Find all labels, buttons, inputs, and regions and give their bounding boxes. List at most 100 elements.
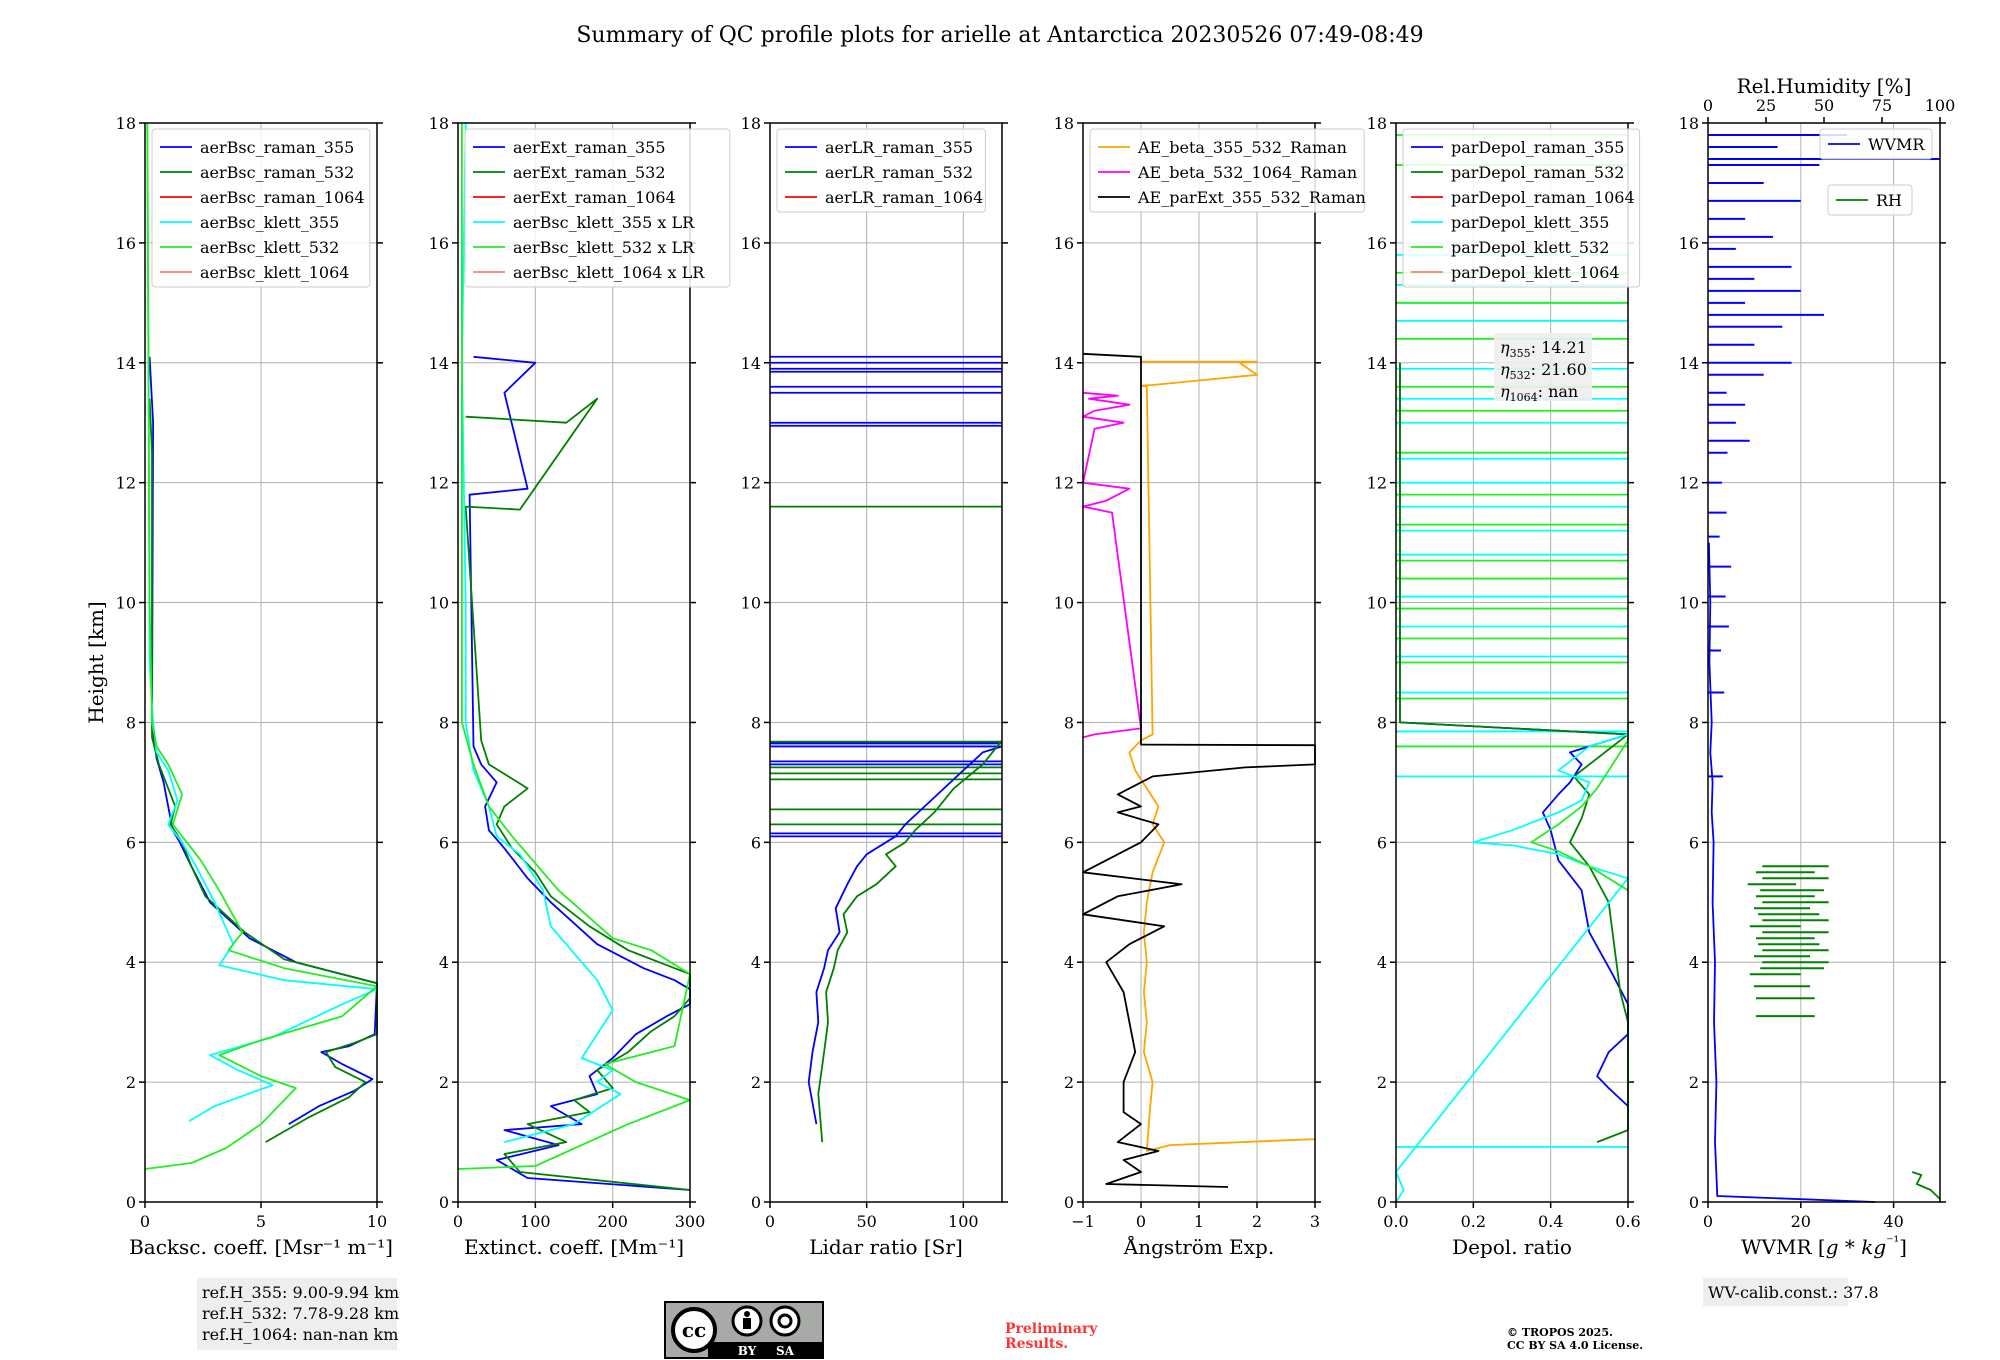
legend-label: parDepol_klett_355: [1451, 213, 1609, 232]
y-tick-label: 18: [429, 114, 449, 133]
y-tick-label: 16: [429, 234, 449, 253]
panel-5: 0 2 4 6 8 10 12 14 16 18 0.0 0.2 0.4 0.6 Depol. ratio p…: [1367, 114, 1641, 1259]
y-tick-label: 4: [439, 953, 449, 972]
legend-label: aerExt_raman_532: [513, 163, 666, 182]
series-aerBsc_klett_532 x LR: [457, 123, 691, 1170]
legend-label: aerExt_raman_355: [513, 138, 666, 157]
ref-line-355: ref.H_355: 9.00-9.94 km: [202, 1283, 399, 1302]
figure-title: Summary of QC profile plots for arielle …: [576, 23, 1423, 48]
legend-label: aerBsc_klett_355: [200, 213, 339, 232]
x-tick-label: 0: [1136, 1212, 1146, 1231]
y-tick-label: 6: [126, 833, 136, 852]
legend-label: aerBsc_raman_355: [200, 138, 354, 157]
y-tick-label: 6: [1064, 833, 1074, 852]
legend-label: parDepol_klett_532: [1451, 238, 1609, 257]
y-tick-label: 18: [1679, 114, 1699, 133]
y-tick-label: 18: [116, 114, 136, 133]
top-x-tick-label: 100: [1925, 96, 1956, 115]
axes-frame: [1395, 122, 1629, 1203]
eta-annotation-line: η532: 21.60: [1500, 360, 1587, 382]
top-axis-label: Rel.Humidity [%]: [1737, 74, 1912, 98]
series-aerBsc_klett_532: [144, 122, 378, 1170]
y-tick-label: 6: [1689, 833, 1699, 852]
y-tick-label: 14: [741, 354, 761, 373]
legend-box: [1402, 128, 1641, 288]
y-tick-label: 4: [1064, 953, 1074, 972]
top-x-tick-label: 50: [1814, 96, 1834, 115]
legend-box-wvmr: [1819, 128, 1933, 160]
x-tick-label: 0: [765, 1212, 775, 1231]
y-tick-label: 6: [439, 833, 449, 852]
cc-license-badge: cc BY SA: [664, 1301, 824, 1359]
ref-line-1064: ref.H_1064: nan-nan km: [202, 1325, 398, 1344]
series-parDepol_klett_532: [1530, 722, 1629, 892]
y-tick-label: 8: [439, 713, 449, 732]
legend-label: aerBsc_klett_532 x LR: [513, 238, 695, 257]
y-tick-label: 4: [1689, 953, 1699, 972]
legend-label: aerBsc_klett_355 x LR: [513, 213, 695, 232]
y-tick-label: 10: [1367, 594, 1387, 613]
y-axis-label: Height [km]: [84, 601, 108, 723]
legend-label: parDepol_klett_1064: [1451, 263, 1620, 282]
wv-calibration-box: WV-calib.const.: 37.8: [1703, 1278, 1879, 1306]
x-tick-label: 100: [520, 1212, 551, 1231]
y-tick-label: 12: [429, 474, 449, 493]
y-tick-label: 14: [1679, 354, 1699, 373]
preliminary-line-1: Preliminary: [1005, 1321, 1098, 1337]
legend-label: aerLR_raman_355: [825, 138, 973, 157]
y-tick-label: 4: [751, 953, 761, 972]
y-tick-label: 16: [1679, 234, 1699, 253]
legend-label: aerLR_raman_532: [825, 163, 973, 182]
legend-label: aerExt_raman_1064: [513, 188, 676, 207]
y-tick-label: 4: [1377, 953, 1387, 972]
series-aerBsc_raman_532: [148, 398, 378, 1143]
share-alike-icon: [769, 1305, 801, 1337]
eta-annotation-line: η1064: nan: [1500, 382, 1578, 404]
top-x-tick-label: 0: [1703, 96, 1713, 115]
legend-box-rh: [1827, 184, 1913, 216]
x-tick-label: −1: [1071, 1212, 1095, 1231]
series-WVMR: [1708, 542, 1876, 1203]
y-tick-label: 14: [1054, 354, 1074, 373]
x-tick-label: 0: [1703, 1212, 1713, 1231]
legend-box: [1089, 128, 1365, 213]
panel-3: 0 2 4 6 8 10 12 14 16 18 0 50 100 Lidar ratio [Sr] aer…: [741, 114, 1008, 1259]
legend-label: AE_beta_355_532_Raman: [1137, 138, 1347, 157]
panel-2: 0 2 4 6 8 10 12 14 16 18 0 100 200 300 Extinct. coeff.…: [429, 114, 731, 1259]
legend-label: parDepol_raman_1064: [1451, 188, 1635, 207]
y-tick-label: 12: [1367, 474, 1387, 493]
legend-box: [151, 128, 371, 288]
y-tick-label: 6: [751, 833, 761, 852]
series-AE_beta_355_532_Raman: [1128, 360, 1316, 1152]
y-tick-label: 18: [1054, 114, 1074, 133]
series-aerLR_raman_355: [807, 745, 1003, 1125]
y-tick-label: 14: [116, 354, 136, 373]
y-tick-label: 8: [751, 713, 761, 732]
y-tick-label: 14: [429, 354, 449, 373]
series-parDepol_klett_355: [1395, 733, 1629, 1203]
x-tick-label: 3: [1310, 1212, 1320, 1231]
y-tick-label: 16: [1367, 234, 1387, 253]
y-tick-label: 8: [126, 713, 136, 732]
y-tick-label: 18: [741, 114, 761, 133]
panel-1: 0 2 4 6 8 10 12 14 16 18 0 5 10 Backsc. coeff. [Msr⁻¹…: [84, 114, 393, 1259]
reference-height-box: ref.H_355: 9.00-9.94 km ref.H_532: 7.78-…: [197, 1278, 399, 1350]
y-tick-label: 16: [116, 234, 136, 253]
axes-frame: [1707, 122, 1941, 1203]
series-AE_beta_532_1064_Raman: [1082, 391, 1142, 739]
y-tick-label: 2: [1064, 1073, 1074, 1092]
y-tick-label: 4: [126, 953, 136, 972]
axes-frame: [144, 122, 378, 1203]
x-tick-label: 10: [367, 1212, 387, 1231]
legend-label: aerBsc_klett_1064 x LR: [513, 263, 705, 282]
x-tick-label: 5: [256, 1212, 266, 1231]
preliminary-line-2: Results.: [1005, 1336, 1068, 1352]
x-tick-label: 40: [1883, 1212, 1903, 1231]
y-tick-label: 12: [1679, 474, 1699, 493]
series-aerBsc_klett_355 x LR: [460, 122, 622, 1143]
axes-frame: [457, 122, 691, 1203]
y-tick-label: 12: [116, 474, 136, 493]
